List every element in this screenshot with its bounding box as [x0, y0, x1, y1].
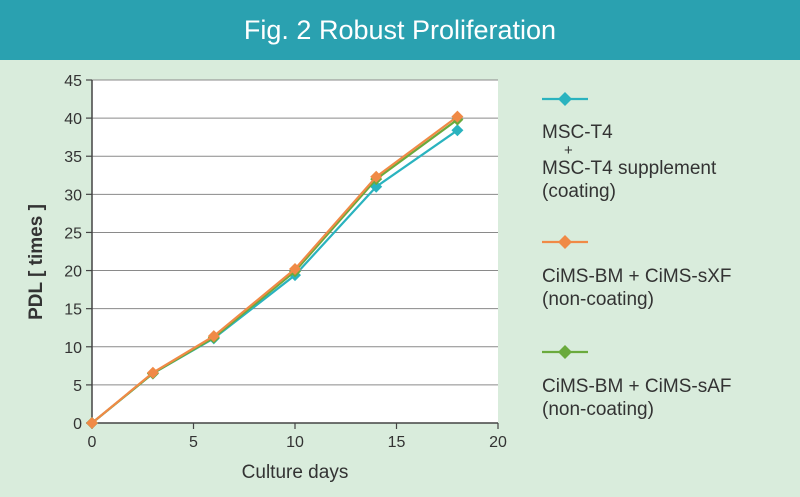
legend-entry-1-plus: +: [564, 142, 573, 159]
series-line-2: [91, 115, 459, 424]
legend-entry-2: CiMS-BM + CiMS-sXF (non-coating): [542, 265, 731, 311]
legend-swatch-marker-3: [558, 345, 572, 359]
y-tick-label-5: 25: [64, 225, 82, 242]
x-tick-label-0: 0: [88, 434, 97, 451]
x-tick-label-2: 10: [286, 434, 304, 451]
legend-entry-3: CiMS-BM + CiMS-sAF (non-coating): [542, 375, 731, 421]
x-tick-label-3: 15: [388, 434, 406, 451]
series-1-point-6: [451, 124, 464, 137]
y-tick-label-8: 40: [64, 111, 82, 128]
series-2-point-4: [289, 263, 301, 276]
y-tick-label-9: 45: [64, 73, 82, 90]
legend-entry-2-line2: (non-coating): [542, 289, 654, 310]
legend-entry-3-line1: CiMS-BM + CiMS-sAF: [542, 376, 732, 397]
legend-swatch-marker-1: [558, 92, 572, 106]
legend-entry-1-line2: MSC-T4 supplement: [542, 158, 717, 179]
y-tick-label-7: 35: [64, 149, 82, 166]
x-tick-label-1: 5: [189, 434, 198, 451]
x-tick-label-4: 20: [489, 434, 507, 451]
x-axis-label: Culture days: [242, 462, 349, 483]
figure-title: Fig. 2 Robust Proliferation: [0, 0, 800, 60]
legend-entry-1-line1: MSC-T4: [542, 122, 613, 143]
series-2-point-1: [86, 417, 98, 429]
legend-entry-3-line2: (non-coating): [542, 399, 654, 420]
y-tick-label-2: 10: [64, 340, 82, 357]
y-tick-label-6: 30: [64, 187, 82, 204]
series-2-point-2: [146, 366, 159, 379]
series-2-point-6: [451, 110, 464, 123]
y-tick-label-0: 0: [73, 416, 82, 433]
legend-swatch-marker-2: [558, 235, 572, 249]
legend-entry-1: MSC-T4 + MSC-T4 supplement (coating): [542, 121, 716, 203]
y-tick-label-3: 15: [64, 302, 82, 319]
series-2-point-5: [370, 170, 383, 183]
y-axis-label: PDL [ times ]: [26, 204, 47, 320]
y-tick-label-4: 20: [64, 264, 82, 281]
series-2-point-3: [207, 330, 220, 343]
legend-entry-2-line1: CiMS-BM + CiMS-sXF: [542, 266, 732, 287]
y-tick-label-1: 5: [73, 378, 82, 395]
legend-entry-1-line3: (coating): [542, 181, 616, 202]
